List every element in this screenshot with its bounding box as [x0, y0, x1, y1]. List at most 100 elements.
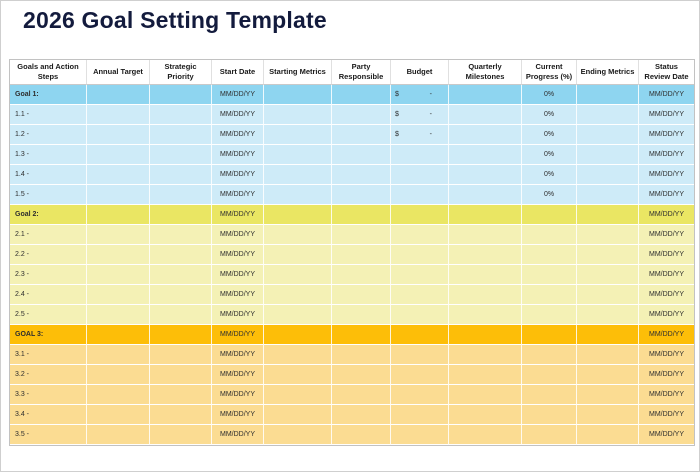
- party-responsible-cell[interactable]: [332, 165, 391, 185]
- strategic-priority-cell[interactable]: [150, 405, 212, 425]
- party-responsible-cell[interactable]: [332, 345, 391, 365]
- goal-label-cell[interactable]: 1.3 -: [10, 145, 87, 165]
- progress-cell[interactable]: 0%: [522, 105, 577, 125]
- strategic-priority-cell[interactable]: [150, 365, 212, 385]
- starting-metrics-cell[interactable]: [264, 285, 332, 305]
- ending-metrics-cell[interactable]: [577, 425, 639, 445]
- budget-cell[interactable]: [391, 425, 449, 445]
- quarterly-milestones-cell[interactable]: [449, 365, 522, 385]
- annual-target-cell[interactable]: [87, 125, 150, 145]
- start-date-cell[interactable]: MM/DD/YY: [212, 305, 264, 325]
- party-responsible-cell[interactable]: [332, 265, 391, 285]
- goal-label-cell[interactable]: 1.5 -: [10, 185, 87, 205]
- budget-cell[interactable]: [391, 325, 449, 345]
- budget-cell[interactable]: $ -: [391, 105, 449, 125]
- budget-cell[interactable]: [391, 285, 449, 305]
- annual-target-cell[interactable]: [87, 85, 150, 105]
- review-date-cell[interactable]: MM/DD/YY: [639, 365, 694, 385]
- goal-label-cell[interactable]: 2.2 -: [10, 245, 87, 265]
- starting-metrics-cell[interactable]: [264, 245, 332, 265]
- annual-target-cell[interactable]: [87, 425, 150, 445]
- starting-metrics-cell[interactable]: [264, 145, 332, 165]
- review-date-cell[interactable]: MM/DD/YY: [639, 165, 694, 185]
- ending-metrics-cell[interactable]: [577, 125, 639, 145]
- goal-label-cell[interactable]: Goal 1:: [10, 85, 87, 105]
- goal-label-cell[interactable]: 1.2 -: [10, 125, 87, 145]
- goal-label-cell[interactable]: 1.4 -: [10, 165, 87, 185]
- budget-cell[interactable]: [391, 385, 449, 405]
- budget-cell[interactable]: [391, 165, 449, 185]
- ending-metrics-cell[interactable]: [577, 405, 639, 425]
- start-date-cell[interactable]: MM/DD/YY: [212, 185, 264, 205]
- annual-target-cell[interactable]: [87, 145, 150, 165]
- strategic-priority-cell[interactable]: [150, 385, 212, 405]
- quarterly-milestones-cell[interactable]: [449, 425, 522, 445]
- annual-target-cell[interactable]: [87, 265, 150, 285]
- starting-metrics-cell[interactable]: [264, 385, 332, 405]
- goal-label-cell[interactable]: 2.5 -: [10, 305, 87, 325]
- strategic-priority-cell[interactable]: [150, 305, 212, 325]
- budget-cell[interactable]: [391, 205, 449, 225]
- start-date-cell[interactable]: MM/DD/YY: [212, 205, 264, 225]
- quarterly-milestones-cell[interactable]: [449, 165, 522, 185]
- strategic-priority-cell[interactable]: [150, 325, 212, 345]
- strategic-priority-cell[interactable]: [150, 425, 212, 445]
- party-responsible-cell[interactable]: [332, 425, 391, 445]
- party-responsible-cell[interactable]: [332, 365, 391, 385]
- progress-cell[interactable]: [522, 265, 577, 285]
- party-responsible-cell[interactable]: [332, 245, 391, 265]
- strategic-priority-cell[interactable]: [150, 145, 212, 165]
- progress-cell[interactable]: 0%: [522, 185, 577, 205]
- review-date-cell[interactable]: MM/DD/YY: [639, 105, 694, 125]
- ending-metrics-cell[interactable]: [577, 145, 639, 165]
- progress-cell[interactable]: [522, 245, 577, 265]
- annual-target-cell[interactable]: [87, 225, 150, 245]
- annual-target-cell[interactable]: [87, 345, 150, 365]
- budget-cell[interactable]: [391, 345, 449, 365]
- goal-label-cell[interactable]: Goal 2:: [10, 205, 87, 225]
- goal-label-cell[interactable]: 3.5 -: [10, 425, 87, 445]
- budget-cell[interactable]: [391, 365, 449, 385]
- annual-target-cell[interactable]: [87, 245, 150, 265]
- ending-metrics-cell[interactable]: [577, 225, 639, 245]
- review-date-cell[interactable]: MM/DD/YY: [639, 385, 694, 405]
- ending-metrics-cell[interactable]: [577, 265, 639, 285]
- strategic-priority-cell[interactable]: [150, 285, 212, 305]
- progress-cell[interactable]: [522, 205, 577, 225]
- review-date-cell[interactable]: MM/DD/YY: [639, 305, 694, 325]
- starting-metrics-cell[interactable]: [264, 345, 332, 365]
- goal-label-cell[interactable]: 3.2 -: [10, 365, 87, 385]
- ending-metrics-cell[interactable]: [577, 385, 639, 405]
- start-date-cell[interactable]: MM/DD/YY: [212, 225, 264, 245]
- annual-target-cell[interactable]: [87, 365, 150, 385]
- review-date-cell[interactable]: MM/DD/YY: [639, 225, 694, 245]
- annual-target-cell[interactable]: [87, 405, 150, 425]
- quarterly-milestones-cell[interactable]: [449, 85, 522, 105]
- review-date-cell[interactable]: MM/DD/YY: [639, 85, 694, 105]
- starting-metrics-cell[interactable]: [264, 205, 332, 225]
- ending-metrics-cell[interactable]: [577, 325, 639, 345]
- quarterly-milestones-cell[interactable]: [449, 405, 522, 425]
- ending-metrics-cell[interactable]: [577, 305, 639, 325]
- ending-metrics-cell[interactable]: [577, 85, 639, 105]
- review-date-cell[interactable]: MM/DD/YY: [639, 285, 694, 305]
- goal-label-cell[interactable]: 2.3 -: [10, 265, 87, 285]
- review-date-cell[interactable]: MM/DD/YY: [639, 125, 694, 145]
- quarterly-milestones-cell[interactable]: [449, 145, 522, 165]
- annual-target-cell[interactable]: [87, 385, 150, 405]
- start-date-cell[interactable]: MM/DD/YY: [212, 245, 264, 265]
- party-responsible-cell[interactable]: [332, 225, 391, 245]
- progress-cell[interactable]: 0%: [522, 125, 577, 145]
- starting-metrics-cell[interactable]: [264, 225, 332, 245]
- annual-target-cell[interactable]: [87, 285, 150, 305]
- strategic-priority-cell[interactable]: [150, 245, 212, 265]
- ending-metrics-cell[interactable]: [577, 245, 639, 265]
- start-date-cell[interactable]: MM/DD/YY: [212, 385, 264, 405]
- start-date-cell[interactable]: MM/DD/YY: [212, 365, 264, 385]
- annual-target-cell[interactable]: [87, 185, 150, 205]
- ending-metrics-cell[interactable]: [577, 105, 639, 125]
- budget-cell[interactable]: $ -: [391, 85, 449, 105]
- review-date-cell[interactable]: MM/DD/YY: [639, 265, 694, 285]
- ending-metrics-cell[interactable]: [577, 365, 639, 385]
- progress-cell[interactable]: [522, 385, 577, 405]
